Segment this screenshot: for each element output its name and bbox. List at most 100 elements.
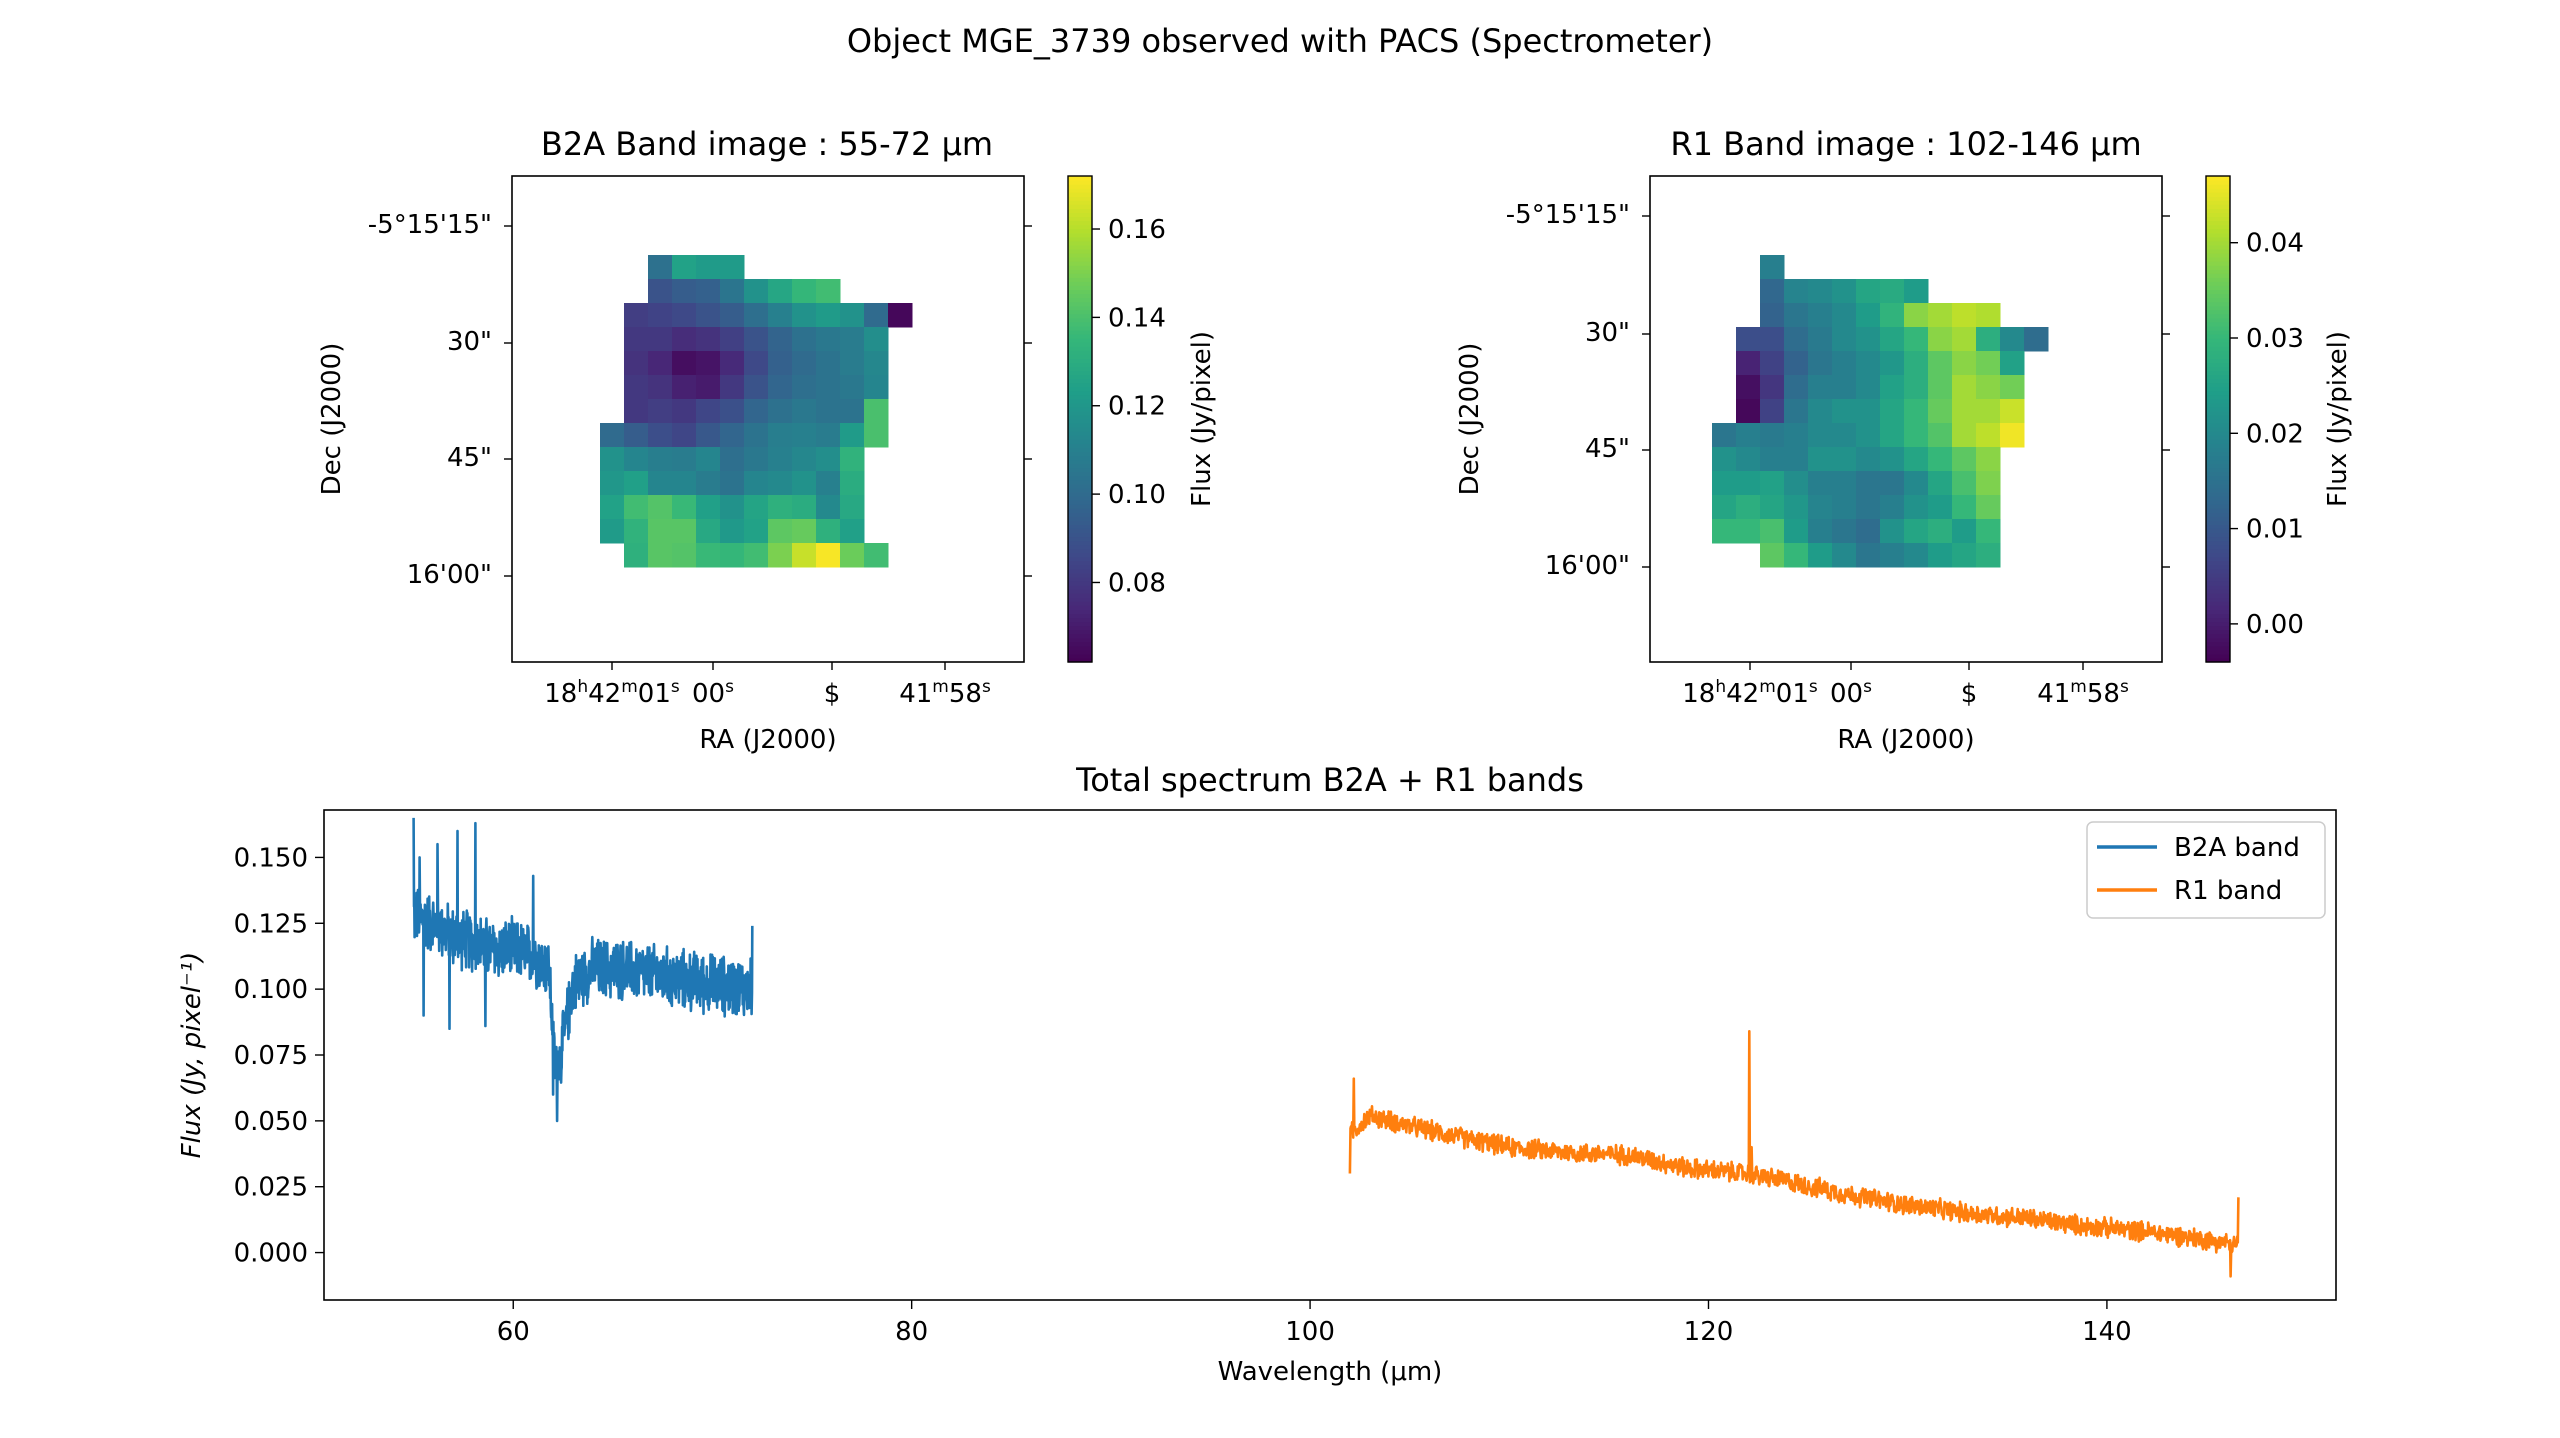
b2a-colorbar-step [1068,459,1092,465]
b2a-colorbar-tick-label: 0.12 [1108,392,1166,422]
r1-colorbar-frame [2205,175,2231,663]
b2a-heatmap-cell [744,375,769,400]
b2a-colorbar-step [1068,576,1092,582]
b2a-colorbar-step [1068,192,1092,197]
r1-heatmap-cell [1808,471,1833,496]
b2a-heatmap-cell [840,351,865,376]
b2a-heatmap-cell [768,519,793,544]
r1-colorbar-step [2206,633,2230,639]
r1-heatmap-cell [1856,471,1881,496]
r1-heatmap-cell [1736,495,1761,520]
b2a-heatmap-cell [720,423,745,448]
b2a-heatmap-cell [840,399,865,424]
r1-heatmap-cell [1952,471,1977,496]
spectrum-x-tick-label: 140 [2082,1317,2132,1347]
b2a-heatmap-cell [648,255,673,280]
b2a-heatmap-cell [624,447,649,472]
b2a-heatmap-cell [648,519,673,544]
b2a-colorbar-step [1068,277,1092,282]
b2a-colorbar-step [1068,621,1092,627]
b2a-heatmap-cell [744,351,769,376]
b2a-colorbar-step [1068,479,1092,485]
r1-colorbar-step [2206,544,2230,550]
r1-image-title: R1 Band image : 102-146 μm [1670,125,2141,163]
spectrum-y-axis-label: Flux (Jy, pixel⁻¹) [177,952,207,1159]
b2a-colorbar-step [1068,236,1092,242]
b2a-heatmap-cell [696,375,721,400]
b2a-heatmap-cell [696,495,721,520]
b2a-colorbar-step [1068,548,1092,554]
b2a-colorbar-step [1068,625,1092,631]
b2a-heatmap-cell [648,303,673,328]
r1-heatmap-cell [1760,255,1785,280]
b2a-colorbar-step [1068,257,1092,262]
r1-colorbar-step [2206,463,2230,469]
b2a-colorbar-step [1068,325,1092,331]
r1-heatmap-cell [1808,303,1833,328]
b2a-heatmap-cell [816,279,841,304]
b2a-heatmap-cell [744,303,769,328]
r1-spectrum-line [1348,1030,2240,1278]
b2a-colorbar-step [1068,285,1092,290]
r1-heatmap-cell [1856,543,1881,568]
b2a-colorbar-step [1068,386,1092,392]
b2a-colorbar-step [1068,220,1092,226]
b2a-colorbar-step [1068,305,1092,311]
r1-colorbar-step [2206,625,2230,631]
r1-colorbar-step [2206,374,2230,380]
figure-title: Object MGE_3739 observed with PACS (Spec… [847,22,1713,60]
r1-heatmap-cell [1784,447,1809,472]
b2a-colorbar-step [1068,265,1092,270]
r1-heatmap-cell [1736,351,1761,376]
b2a-colorbar-step [1068,212,1092,218]
b2a-colorbar-step [1068,483,1092,489]
b2a-heatmap-cell [792,303,817,328]
r1-colorbar-step [2206,333,2230,339]
b2a-colorbar-step [1068,451,1092,457]
b2a-colorbar-step [1068,540,1092,546]
r1-colorbar-step [2206,350,2230,355]
r1-colorbar-step [2206,358,2230,363]
r1-xtick-label: 41m58s [2037,677,2129,709]
r1-heatmap-cell [1904,447,1929,472]
r1-colorbar-step [2206,317,2230,323]
b2a-colorbar-step [1068,629,1092,635]
r1-heatmap-cell [1760,543,1785,568]
b2a-colorbar-step [1068,500,1092,505]
b2a-image-title: B2A Band image : 55-72 μm [541,125,993,163]
r1-colorbar-step [2206,455,2230,461]
b2a-heatmap-cell [696,303,721,328]
r1-colorbar-step [2206,524,2230,529]
b2a-xtick-label: 00s [692,677,734,709]
b2a-y-tick-marks [504,225,1032,577]
b2a-colorbar-step [1068,301,1092,307]
b2a-heatmap-cell [696,327,721,352]
spectrum-x-tick-label: 60 [497,1317,530,1347]
r1-heatmap-cell [1880,327,1905,352]
r1-colorbar-step [2206,224,2230,230]
b2a-heatmap-cell [816,495,841,520]
r1-heatmap-cell [1928,303,1953,328]
r1-heatmap-cell [1976,495,2001,520]
r1-colorbar-step [2206,621,2230,627]
b2a-colorbar-step [1068,512,1092,517]
b2a-heatmap-cell [624,375,649,400]
b2a-colorbar-step [1068,572,1092,578]
b2a-ytick-label: 30" [447,327,492,357]
b2a-colorbar-step [1068,248,1092,254]
r1-colorbar-step [2206,257,2230,262]
r1-heatmap-cell [1856,327,1881,352]
b2a-colorbar-step [1068,552,1092,558]
b2a-colorbar-step [1068,487,1092,493]
b2a-colorbar-step [1068,613,1092,619]
r1-heatmap-cell [1976,351,2001,376]
b2a-colorbar-step [1068,378,1092,384]
b2a-heatmap-cell [744,423,769,448]
b2a-colorbar-step [1068,601,1092,606]
r1-colorbar-step [2206,309,2230,315]
r1-colorbar-step [2206,451,2230,457]
r1-heatmap-cell [1736,519,1761,544]
b2a-colorbar-step [1068,293,1092,299]
b2a-heatmap-cell [624,327,649,352]
r1-heatmap-cell [2000,399,2025,424]
